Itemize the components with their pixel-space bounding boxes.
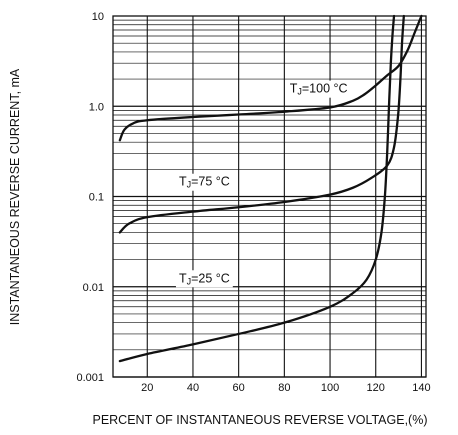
y-tick-label: 0.01 [83,282,104,294]
series-label-2: TJ=25 °C [179,271,230,286]
x-tick-label: 120 [367,382,385,394]
series-labels: TJ=100 °C TJ=75 °C TJ=25 °C [175,80,351,288]
plot-frame [112,15,427,378]
y-tick-label: 1.0 [89,101,104,113]
series-label-backing [286,80,351,98]
series-label-backing [175,270,233,288]
x-tick-label: 100 [321,382,339,394]
series-line-1 [118,14,405,234]
series-line-2 [118,14,396,363]
x-tick-label: 60 [233,382,245,394]
x-tick-label: 20 [141,382,153,394]
x-axis-label: PERCENT OF INSTANTANEOUS REVERSE VOLTAGE… [92,413,427,427]
x-tick-label: 40 [187,382,199,394]
y-tick-label: 0.1 [89,192,104,204]
series-lines [118,14,423,363]
y-tick-label: 0.001 [76,372,104,384]
y-axis-label: INSTANTANEOUS REVERSE CURRENT, mA [8,68,22,325]
x-tick-label: 80 [278,382,290,394]
series-label-0: TJ=100 °C [290,82,348,97]
series-line-0 [118,14,423,142]
minor-grid [113,19,426,351]
x-axis-ticks: 20 40 60 80 100 120 140 [141,382,430,394]
series-label-backing [175,173,233,191]
x-tick-label: 140 [412,382,430,394]
series-label-1: TJ=75 °C [179,175,230,190]
y-axis-ticks: 0.001 0.01 0.1 1.0 10 [76,11,104,384]
y-tick-label: 10 [92,11,104,23]
